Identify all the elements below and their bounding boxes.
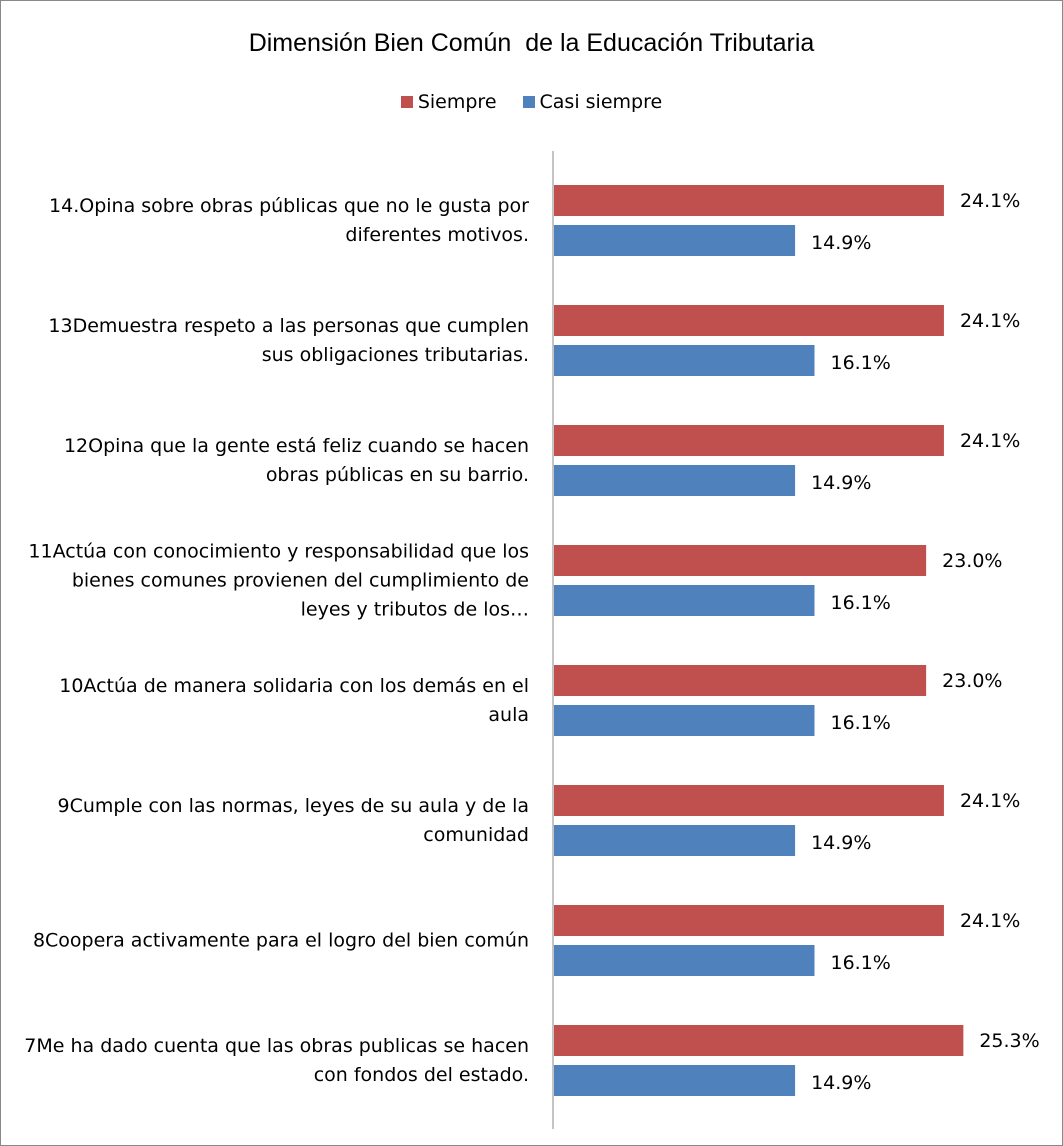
value-label: 16.1%: [830, 352, 890, 374]
bar: [554, 185, 944, 216]
value-label: 23.0%: [942, 670, 1002, 692]
category-label: 8Coopera activamente para el logro del b…: [32, 929, 529, 951]
legend-swatch: [400, 96, 413, 108]
bar: [554, 225, 796, 256]
value-label: 16.1%: [830, 952, 890, 974]
value-label: 24.1%: [960, 430, 1020, 452]
value-label: 23.0%: [942, 550, 1002, 572]
value-label: 25.3%: [979, 1030, 1039, 1052]
value-label: 14.9%: [811, 1072, 871, 1094]
bar: [554, 545, 927, 576]
value-label: 16.1%: [830, 592, 890, 614]
bar: [554, 345, 815, 376]
legend-label: Casi siempre: [539, 91, 663, 113]
category-label: 12Opina que la gente está feliz cuando s…: [63, 434, 529, 486]
bar: [554, 945, 815, 976]
bar: [554, 665, 927, 696]
value-label: 16.1%: [830, 712, 890, 734]
category-label: 7Me ha dado cuenta que las obras publica…: [24, 1034, 529, 1086]
value-label: 14.9%: [811, 472, 871, 494]
bar: [554, 465, 796, 496]
category-label: 9Cumple con las normas, leyes de su aula…: [57, 794, 529, 846]
bar: [554, 585, 815, 616]
category-label: 14.Opina sobre obras públicas que no le …: [49, 194, 529, 246]
legend-label: Siempre: [417, 91, 497, 113]
value-label: 24.1%: [960, 910, 1020, 932]
bar: [554, 425, 944, 456]
bar: [554, 825, 796, 856]
value-label: 24.1%: [960, 190, 1020, 212]
legend-item: Casi siempre: [522, 91, 663, 113]
bar: [554, 705, 815, 736]
value-label: 24.1%: [960, 310, 1020, 332]
value-label: 14.9%: [811, 232, 871, 254]
chart-title: Dimensión Bien Común de la Educación Tri…: [248, 29, 815, 57]
bar: [554, 305, 944, 336]
category-label: 13Demuestra respeto a las personas que c…: [48, 314, 529, 366]
legend-swatch: [522, 96, 535, 108]
value-label: 24.1%: [960, 790, 1020, 812]
value-label: 14.9%: [811, 832, 871, 854]
bar: [554, 1065, 796, 1096]
legend-item: Siempre: [400, 91, 497, 113]
bar: [554, 1025, 964, 1056]
bar: [554, 785, 944, 816]
bar: [554, 905, 944, 936]
category-label: 10Actúa de manera solidaria con los demá…: [59, 674, 529, 726]
legend: Siempre Casi siempre: [1, 91, 1062, 113]
category-label: 11Actúa con conocimiento y responsabilid…: [28, 540, 529, 620]
